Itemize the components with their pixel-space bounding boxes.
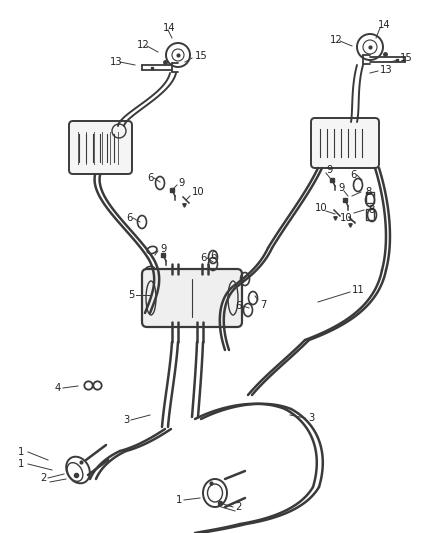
- Text: 8: 8: [365, 187, 371, 197]
- Text: 11: 11: [352, 285, 365, 295]
- Text: 5: 5: [128, 290, 134, 300]
- Text: 1: 1: [18, 447, 25, 457]
- Text: 10: 10: [192, 187, 205, 197]
- Text: 10: 10: [340, 213, 353, 223]
- Text: 6: 6: [200, 253, 206, 263]
- Text: 8: 8: [368, 205, 374, 215]
- Bar: [366, 192, 374, 203]
- Text: 7: 7: [260, 300, 266, 310]
- Text: 15: 15: [400, 53, 413, 63]
- Text: 6: 6: [210, 251, 216, 261]
- Text: 9: 9: [326, 165, 332, 175]
- Text: 2: 2: [40, 473, 46, 483]
- Bar: [366, 209, 374, 220]
- Text: 13: 13: [110, 57, 123, 67]
- FancyBboxPatch shape: [311, 118, 379, 168]
- Text: 9: 9: [160, 244, 166, 254]
- Text: 3: 3: [123, 415, 129, 425]
- Text: 1: 1: [176, 495, 182, 505]
- Text: 6: 6: [147, 173, 153, 183]
- Text: 14: 14: [163, 23, 176, 33]
- Text: 14: 14: [378, 20, 391, 30]
- Text: 2: 2: [235, 502, 241, 512]
- Text: 1: 1: [18, 459, 25, 469]
- Text: 13: 13: [380, 65, 392, 75]
- FancyBboxPatch shape: [69, 121, 132, 174]
- Text: 9: 9: [338, 183, 344, 193]
- Text: 3: 3: [308, 413, 314, 423]
- Text: 6: 6: [126, 213, 132, 223]
- FancyBboxPatch shape: [142, 269, 242, 327]
- Text: 6: 6: [235, 301, 241, 311]
- Text: 12: 12: [137, 40, 150, 50]
- Text: 15: 15: [195, 51, 208, 61]
- Text: 12: 12: [330, 35, 343, 45]
- Text: 6: 6: [350, 170, 357, 180]
- Text: 10: 10: [315, 203, 328, 213]
- Text: 4: 4: [55, 383, 61, 393]
- Text: 9: 9: [178, 178, 184, 188]
